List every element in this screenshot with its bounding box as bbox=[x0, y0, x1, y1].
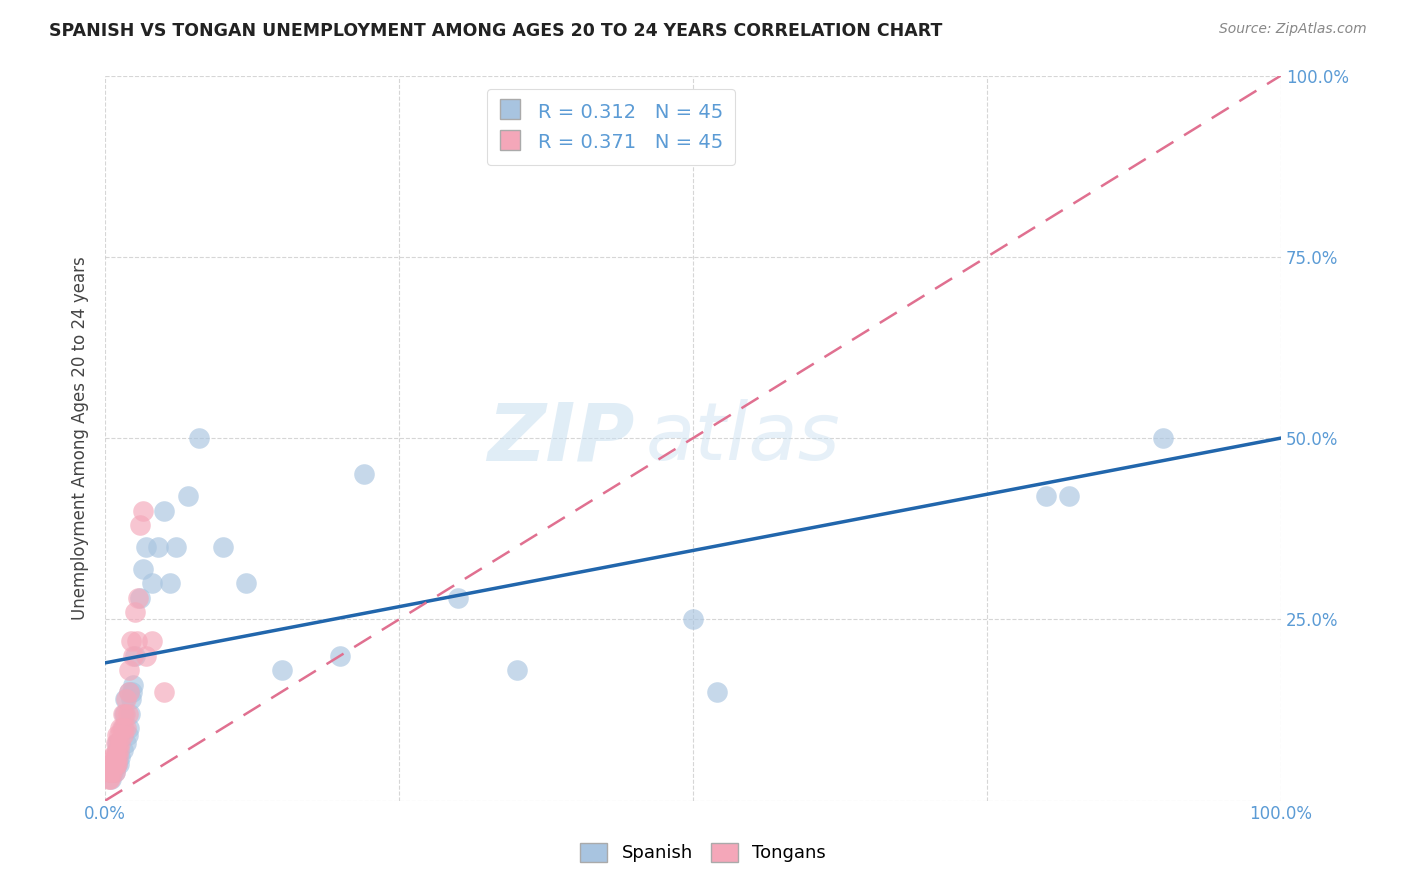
Point bbox=[107, 736, 129, 750]
Point bbox=[153, 503, 176, 517]
Point bbox=[124, 605, 146, 619]
Point bbox=[104, 736, 127, 750]
Point bbox=[98, 772, 121, 786]
Text: SPANISH VS TONGAN UNEMPLOYMENT AMONG AGES 20 TO 24 YEARS CORRELATION CHART: SPANISH VS TONGAN UNEMPLOYMENT AMONG AGE… bbox=[49, 22, 942, 40]
Point bbox=[129, 591, 152, 605]
Point bbox=[104, 750, 127, 764]
Point bbox=[165, 540, 187, 554]
Point bbox=[107, 750, 129, 764]
Point bbox=[105, 743, 128, 757]
Point bbox=[104, 750, 127, 764]
Point bbox=[104, 757, 127, 772]
Point bbox=[111, 721, 134, 735]
Point bbox=[110, 721, 132, 735]
Point bbox=[111, 728, 134, 742]
Point bbox=[188, 431, 211, 445]
Point bbox=[112, 706, 135, 721]
Text: ZIP: ZIP bbox=[486, 399, 634, 477]
Point bbox=[105, 728, 128, 742]
Point bbox=[108, 757, 131, 772]
Point bbox=[506, 663, 529, 677]
Point bbox=[100, 750, 122, 764]
Point bbox=[146, 540, 169, 554]
Point bbox=[97, 764, 120, 779]
Point bbox=[111, 706, 134, 721]
Point bbox=[132, 561, 155, 575]
Point bbox=[141, 634, 163, 648]
Point bbox=[108, 728, 131, 742]
Point bbox=[105, 743, 128, 757]
Point bbox=[353, 467, 375, 482]
Point bbox=[141, 576, 163, 591]
Point bbox=[104, 764, 127, 779]
Point bbox=[135, 540, 157, 554]
Point bbox=[153, 685, 176, 699]
Point bbox=[1059, 489, 1081, 503]
Point bbox=[159, 576, 181, 591]
Point bbox=[118, 721, 141, 735]
Point bbox=[447, 591, 470, 605]
Point bbox=[104, 757, 127, 772]
Point bbox=[1152, 431, 1174, 445]
Point bbox=[105, 757, 128, 772]
Point bbox=[110, 750, 132, 764]
Point bbox=[98, 757, 121, 772]
Point bbox=[120, 634, 142, 648]
Point bbox=[135, 648, 157, 663]
Point bbox=[122, 648, 145, 663]
Point bbox=[112, 721, 135, 735]
Point bbox=[101, 757, 124, 772]
Point bbox=[124, 648, 146, 663]
Point bbox=[682, 612, 704, 626]
Point bbox=[117, 728, 139, 742]
Point bbox=[125, 634, 148, 648]
Point bbox=[105, 757, 128, 772]
Point bbox=[329, 648, 352, 663]
Point bbox=[118, 706, 141, 721]
Text: Source: ZipAtlas.com: Source: ZipAtlas.com bbox=[1219, 22, 1367, 37]
Point bbox=[103, 750, 125, 764]
Point bbox=[270, 663, 292, 677]
Point bbox=[97, 772, 120, 786]
Point bbox=[108, 743, 131, 757]
Text: atlas: atlas bbox=[645, 399, 841, 477]
Point bbox=[100, 772, 122, 786]
Point bbox=[235, 576, 257, 591]
Point bbox=[1035, 489, 1057, 503]
Point bbox=[105, 750, 128, 764]
Point bbox=[121, 685, 143, 699]
Point bbox=[111, 721, 134, 735]
Point bbox=[100, 764, 122, 779]
Point bbox=[114, 692, 136, 706]
Point bbox=[118, 663, 141, 677]
Point bbox=[132, 503, 155, 517]
Point bbox=[120, 692, 142, 706]
Point bbox=[706, 685, 728, 699]
Point bbox=[211, 540, 233, 554]
Legend: R = 0.312   N = 45, R = 0.371   N = 45: R = 0.312 N = 45, R = 0.371 N = 45 bbox=[486, 89, 734, 165]
Point bbox=[103, 764, 125, 779]
Point bbox=[103, 757, 125, 772]
Point bbox=[110, 736, 132, 750]
Point bbox=[105, 736, 128, 750]
Y-axis label: Unemployment Among Ages 20 to 24 years: Unemployment Among Ages 20 to 24 years bbox=[72, 256, 89, 620]
Point bbox=[114, 706, 136, 721]
Legend: Spanish, Tongans: Spanish, Tongans bbox=[572, 836, 834, 870]
Point bbox=[115, 736, 138, 750]
Point bbox=[101, 764, 124, 779]
Point bbox=[104, 757, 127, 772]
Point bbox=[117, 706, 139, 721]
Point bbox=[127, 591, 149, 605]
Point bbox=[115, 721, 138, 735]
Point bbox=[122, 677, 145, 691]
Point bbox=[176, 489, 198, 503]
Point bbox=[111, 743, 134, 757]
Point bbox=[104, 764, 127, 779]
Point bbox=[118, 685, 141, 699]
Point bbox=[118, 685, 141, 699]
Point bbox=[115, 692, 138, 706]
Point bbox=[129, 518, 152, 533]
